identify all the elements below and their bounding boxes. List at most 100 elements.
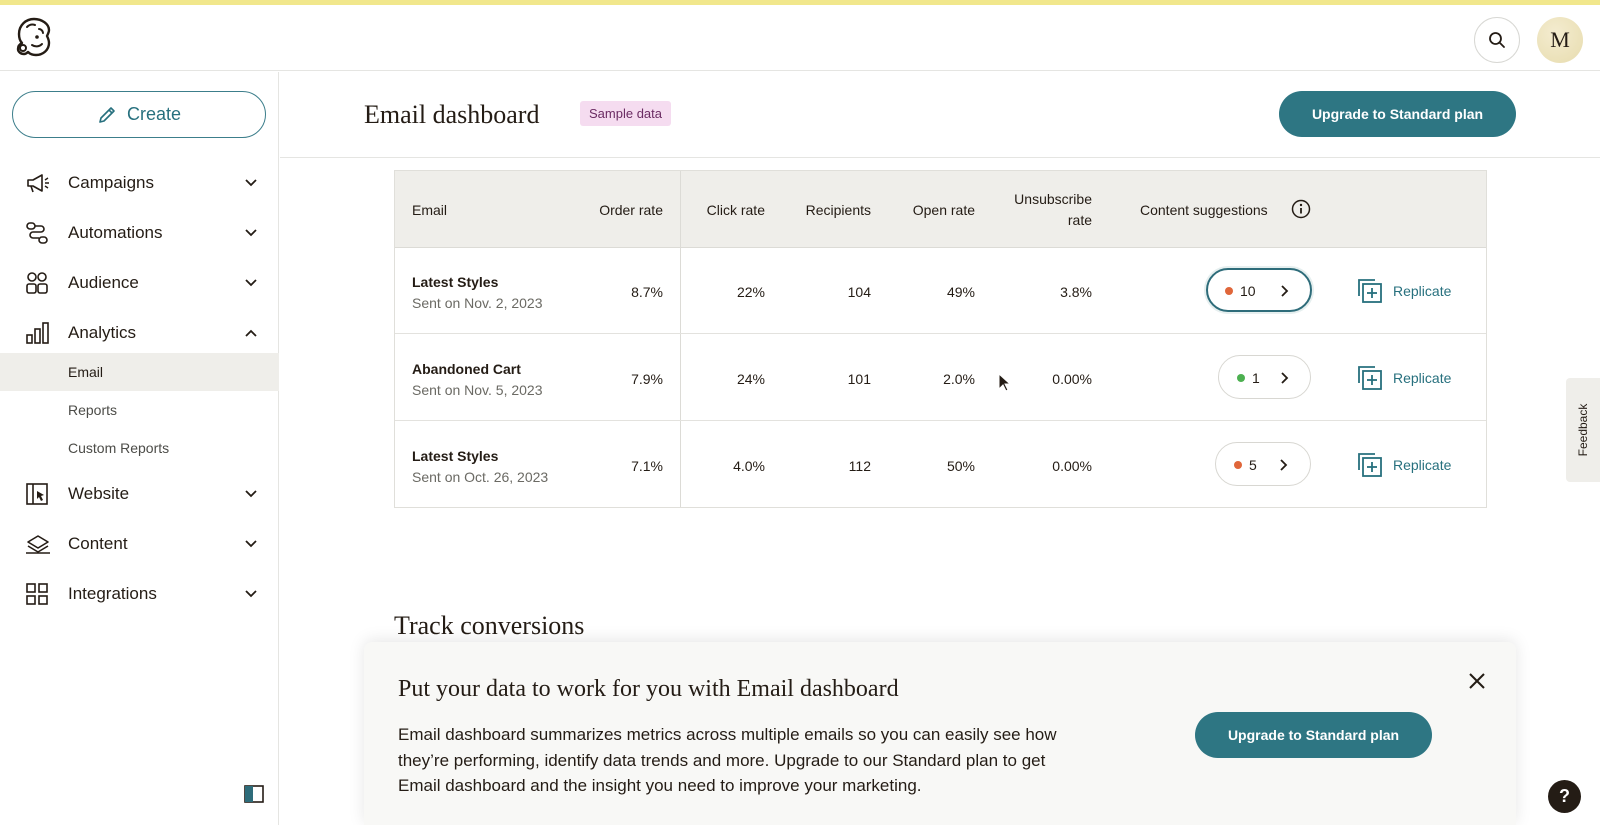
sidebar-subitem-reports[interactable]: Reports [0, 391, 279, 429]
open-rate-value: 2.0% [943, 371, 975, 387]
replicate-icon [1358, 279, 1382, 303]
sidebar: Create Campaigns Automations Audience [0, 72, 279, 825]
replicate-button[interactable]: Replicate [1357, 278, 1451, 304]
sidebar-item-analytics[interactable]: Analytics [0, 313, 279, 353]
chevron-right-icon [1280, 459, 1288, 471]
promo-title: Put your data to work for you with Email… [398, 676, 899, 702]
suggestion-status-dot [1225, 287, 1233, 295]
column-header-order-rate[interactable]: Order rate [599, 202, 663, 218]
sidebar-subitem-email[interactable]: Email [0, 353, 279, 391]
upgrade-promo-panel: Put your data to work for you with Email… [364, 642, 1516, 825]
close-icon[interactable] [1466, 670, 1488, 692]
content-suggestions-button[interactable]: 5 [1215, 442, 1311, 486]
order-rate-value: 8.7% [631, 284, 663, 300]
sidebar-item-label: Automations [68, 223, 163, 242]
sidebar-item-campaigns[interactable]: Campaigns [0, 163, 279, 203]
integrations-grid-icon [26, 583, 48, 605]
click-rate-value: 22% [736, 284, 765, 300]
suggestion-status-dot [1234, 461, 1242, 469]
sidebar-item-content[interactable]: Content [0, 524, 279, 564]
sidebar-item-audience[interactable]: Audience [0, 263, 279, 303]
recipients-value: 112 [848, 458, 871, 474]
info-icon[interactable] [1291, 199, 1311, 219]
chevron-down-icon [245, 490, 257, 498]
replicate-label: Replicate [1393, 370, 1452, 386]
chevron-down-icon [245, 179, 257, 187]
suggestion-count: 5 [1249, 457, 1257, 473]
order-rate-value: 7.9% [631, 371, 663, 387]
column-divider [680, 171, 681, 507]
website-icon [26, 483, 48, 505]
sidebar-item-automations[interactable]: Automations [0, 213, 279, 253]
create-button-label: Create [126, 104, 182, 124]
chevron-down-icon [245, 590, 257, 598]
column-header-unsubscribe-line1[interactable]: Unsubscribe [1014, 191, 1092, 207]
search-icon [1489, 32, 1505, 48]
automation-flow-icon [26, 222, 48, 244]
replicate-label: Replicate [1393, 283, 1452, 299]
sidebar-item-label: Integrations [68, 584, 157, 603]
page-header: Email dashboard Sample data Upgrade to S… [280, 72, 1600, 158]
promo-upgrade-button[interactable]: Upgrade to Standard plan [1195, 712, 1432, 758]
avatar[interactable]: M [1537, 17, 1583, 63]
unsubscribe-rate-value: 3.8% [1060, 284, 1092, 300]
chevron-up-icon [245, 329, 257, 337]
column-header-click-rate[interactable]: Click rate [706, 202, 765, 218]
sidebar-subitem-custom-reports[interactable]: Custom Reports [0, 429, 279, 467]
click-rate-value: 24% [736, 371, 765, 387]
top-accent-stripe [0, 0, 1600, 5]
email-name[interactable]: Latest Styles [412, 274, 499, 290]
search-button[interactable] [1474, 17, 1520, 63]
replicate-icon [1358, 453, 1382, 477]
feedback-tab[interactable]: Feedback [1566, 378, 1600, 482]
section-title-track-conversions: Track conversions [394, 611, 585, 640]
suggestion-count: 1 [1252, 370, 1260, 386]
bar-chart-icon [26, 322, 49, 344]
sidebar-subitem-label: Email [68, 364, 104, 380]
order-rate-value: 7.1% [631, 458, 663, 474]
sidebar-item-website[interactable]: Website [0, 474, 279, 514]
table-row: Abandoned Cart Sent on Nov. 5, 2023 7.9%… [395, 335, 1486, 421]
feedback-label: Feedback [1576, 403, 1590, 457]
chevron-right-icon [1281, 372, 1289, 384]
sidebar-item-label: Analytics [68, 323, 137, 342]
replicate-icon [1358, 366, 1382, 390]
chevron-right-icon [1281, 285, 1289, 297]
suggestion-count: 10 [1240, 283, 1256, 299]
click-rate-value: 4.0% [733, 458, 765, 474]
recipients-value: 104 [847, 284, 871, 300]
column-header-recipients[interactable]: Recipients [805, 202, 871, 218]
sidebar-item-label: Website [68, 484, 130, 503]
sidebar-item-label: Audience [68, 273, 139, 292]
upgrade-button[interactable]: Upgrade to Standard plan [1279, 91, 1516, 137]
sidebar-subitem-label: Custom Reports [68, 440, 170, 456]
collapse-sidebar-icon[interactable] [244, 785, 264, 803]
sample-data-badge: Sample data [580, 101, 671, 126]
column-header-email[interactable]: Email [412, 202, 448, 218]
open-rate-value: 50% [946, 458, 975, 474]
create-button[interactable]: Create [12, 91, 266, 138]
content-suggestions-button[interactable]: 10 [1206, 268, 1312, 312]
promo-body: Email dashboard summarizes metrics acros… [398, 725, 1057, 795]
email-name[interactable]: Abandoned Cart [412, 361, 521, 377]
table-header: Email Order rate Click rate Recipients O… [395, 171, 1486, 248]
chevron-down-icon [245, 540, 257, 548]
email-table: Email Order rate Click rate Recipients O… [394, 170, 1487, 508]
email-name[interactable]: Latest Styles [412, 448, 499, 464]
chevron-down-icon [245, 279, 257, 287]
column-header-open-rate[interactable]: Open rate [912, 202, 975, 218]
recipients-value: 101 [847, 371, 871, 387]
sidebar-item-label: Campaigns [68, 173, 154, 192]
help-button[interactable]: ? [1548, 780, 1581, 813]
content-suggestions-button[interactable]: 1 [1218, 355, 1311, 399]
sidebar-item-integrations[interactable]: Integrations [0, 574, 279, 614]
audience-icon [26, 272, 48, 294]
top-bar: M [0, 5, 1600, 71]
replicate-button[interactable]: Replicate [1357, 365, 1451, 391]
sidebar-subitem-label: Reports [68, 402, 118, 418]
unsubscribe-rate-value: 0.00% [1052, 371, 1092, 387]
mailchimp-logo-icon[interactable] [12, 15, 56, 59]
chevron-down-icon [245, 229, 257, 237]
replicate-button[interactable]: Replicate [1357, 452, 1451, 478]
column-header-unsubscribe-line2[interactable]: rate [1067, 212, 1092, 228]
